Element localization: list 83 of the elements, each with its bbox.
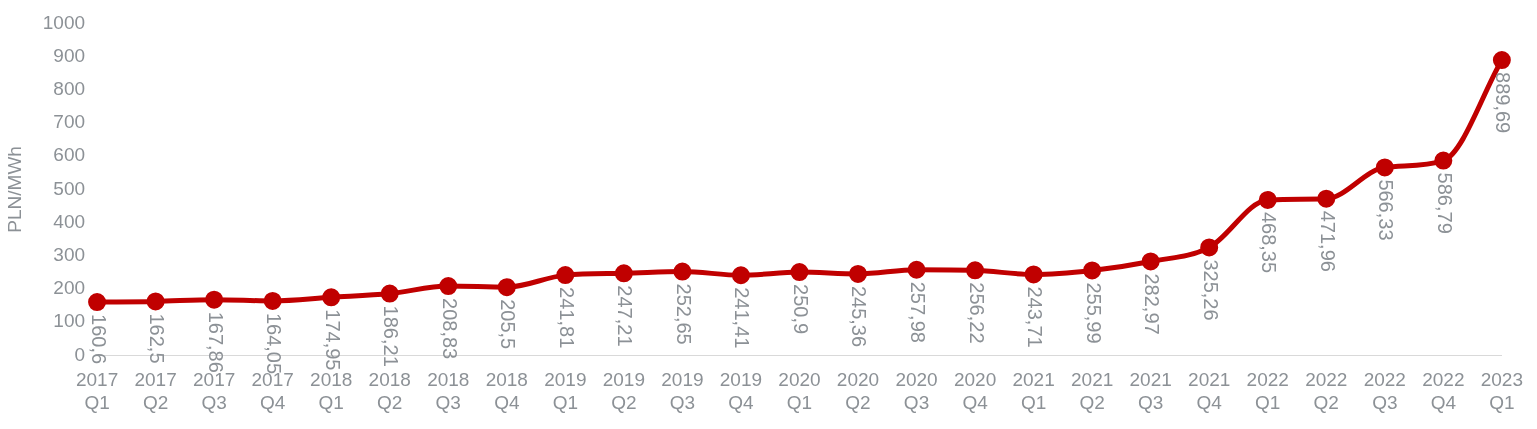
point [1492, 51, 1511, 70]
data-label: 252,65 [672, 283, 695, 345]
data-label: 255,99 [1082, 282, 1105, 344]
point [614, 264, 633, 283]
data-label: 174,95 [321, 309, 344, 371]
point [88, 293, 107, 312]
point [1083, 261, 1102, 280]
point [263, 291, 282, 310]
y-tick-label: 100 [53, 310, 86, 332]
data-label: 566,33 [1375, 179, 1398, 241]
data-label: 282,97 [1141, 273, 1164, 335]
y-tick-label: 300 [53, 244, 86, 266]
x-tick-label: 2023 Q1 [1480, 369, 1524, 413]
x-tick-label: 2019 Q4 [719, 369, 763, 413]
x-tick-label: 2017 Q1 [75, 369, 119, 413]
x-tick-label: 2022 Q2 [1305, 369, 1348, 413]
point [1200, 238, 1219, 257]
data-label: 250,9 [789, 284, 812, 335]
point [439, 277, 458, 296]
point [497, 278, 516, 297]
x-tick-label: 2020 Q4 [953, 369, 997, 413]
x-tick-label: 2021 Q3 [1129, 369, 1172, 413]
y-tick-label: 500 [53, 177, 86, 199]
x-tick-label: 2020 Q3 [895, 369, 938, 413]
x-tick-label: 2018 Q4 [485, 369, 528, 413]
point [380, 284, 399, 303]
data-label: 208,83 [438, 298, 461, 360]
point [731, 266, 750, 285]
data-label: 247,21 [614, 285, 637, 347]
y-tick-label: 800 [53, 78, 86, 100]
point [1434, 151, 1453, 170]
data-label: 245,36 [848, 285, 871, 348]
y-tick-label: 1000 [42, 11, 86, 33]
data-label: 241,41 [731, 287, 754, 349]
data-label: 468,35 [1258, 211, 1281, 274]
x-tick-label: 2022 Q3 [1363, 369, 1406, 413]
data-label: 162,5 [146, 313, 169, 364]
data-label: 160,6 [87, 314, 110, 365]
data-label: 471,96 [1316, 210, 1339, 272]
data-label: 241,81 [555, 287, 578, 349]
point [1258, 190, 1277, 209]
y-tick-label: 0 [74, 343, 86, 365]
data-label: 205,5 [497, 299, 520, 350]
data-label: 586,79 [1433, 172, 1456, 234]
data-label: 186,21 [380, 305, 403, 367]
y-tick-label: 400 [53, 210, 86, 232]
y-tick-label: 700 [53, 111, 86, 133]
data-label: 243,71 [1024, 286, 1047, 348]
point [1317, 189, 1336, 208]
x-tick-label: 2020 Q2 [836, 369, 880, 413]
y-tick-label: 900 [53, 44, 86, 66]
data-label: 256,22 [965, 282, 988, 344]
x-tick-label: 2021 Q4 [1188, 369, 1231, 413]
point [146, 292, 165, 311]
point [322, 288, 341, 307]
point [966, 261, 985, 280]
x-tick-label: 2017 Q2 [134, 369, 177, 413]
point [556, 266, 575, 285]
data-label: 889,69 [1492, 72, 1515, 134]
x-tick-label: 2021 Q2 [1070, 369, 1114, 413]
x-tick-label: 2021 Q1 [1012, 369, 1055, 413]
x-tick-label: 2018 Q3 [427, 369, 470, 413]
data-label: 325,26 [1199, 259, 1222, 321]
x-tick-label: 2022 Q1 [1246, 369, 1289, 413]
y-axis-title: PLN/MWh [3, 146, 25, 233]
point [673, 262, 692, 281]
x-tick-label: 2018 Q2 [368, 369, 411, 413]
point [849, 264, 867, 283]
x-tick-label: 2019 Q2 [602, 369, 646, 413]
point [1375, 158, 1394, 177]
point [1141, 252, 1160, 271]
y-tick-label: 200 [53, 277, 86, 299]
x-tick-label: 2019 Q3 [661, 369, 704, 413]
point [790, 263, 809, 282]
x-tick-label: 2020 Q1 [778, 369, 821, 413]
y-tick-label: 600 [53, 144, 86, 166]
x-tick-label: 2019 Q1 [544, 369, 587, 413]
x-tick-label: 2018 Q1 [310, 369, 353, 413]
point [205, 290, 224, 309]
x-tick-label: 2022 Q4 [1422, 369, 1465, 413]
point [907, 260, 926, 279]
point [1024, 265, 1043, 284]
data-label: 257,98 [907, 281, 930, 343]
